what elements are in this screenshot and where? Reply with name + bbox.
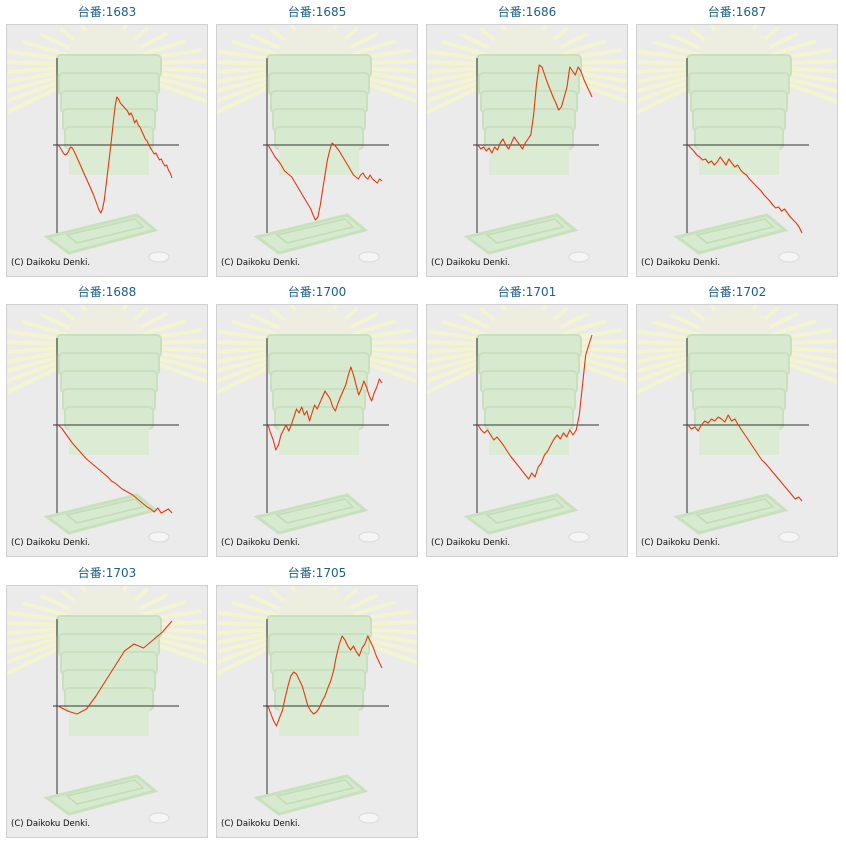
chart-panel: (C) Daikoku Denki. — [6, 24, 208, 277]
chart-cell: 台番:1700 (C) Daikoku Denki. — [216, 282, 418, 557]
chart-cell: 台番:1683 (C) Daikoku Denki. — [6, 2, 208, 277]
machine-title[interactable]: 台番:1700 — [287, 285, 347, 299]
chart-panel: (C) Daikoku Denki. — [6, 304, 208, 557]
copyright-text: (C) Daikoku Denki. — [221, 258, 301, 268]
series-line — [57, 424, 173, 514]
series-line — [267, 366, 383, 451]
chart-panel: (C) Daikoku Denki. — [636, 24, 838, 277]
copyright-text: (C) Daikoku Denki. — [11, 258, 91, 268]
chart-cell: 台番:1685 (C) Daikoku Denki. — [216, 2, 418, 277]
chart-cell: 台番:1702 (C) Daikoku Denki. — [636, 282, 838, 557]
machine-title[interactable]: 台番:1701 — [497, 285, 557, 299]
series-line — [267, 635, 383, 727]
chart-svg — [637, 305, 837, 543]
background-art — [217, 305, 417, 543]
machine-title[interactable]: 台番:1686 — [497, 5, 557, 19]
chart-panel: (C) Daikoku Denki. — [216, 585, 418, 838]
background-art — [7, 25, 207, 263]
copyright-text: (C) Daikoku Denki. — [221, 538, 301, 548]
series-line — [687, 144, 803, 234]
chart-panel: (C) Daikoku Denki. — [636, 304, 838, 557]
series-line — [477, 64, 593, 154]
copyright-text: (C) Daikoku Denki. — [431, 258, 511, 268]
chart-svg — [427, 305, 627, 543]
chart-panel: (C) Daikoku Denki. — [426, 304, 628, 557]
copyright-text: (C) Daikoku Denki. — [641, 258, 721, 268]
series-line — [477, 334, 593, 480]
copyright-text: (C) Daikoku Denki. — [641, 538, 721, 548]
background-art — [217, 25, 417, 263]
chart-cell: 台番:1703 (C) Daikoku Denki. — [6, 563, 208, 838]
background-art — [427, 305, 627, 543]
chart-svg — [7, 305, 207, 543]
chart-cell: 台番:1686 (C) Daikoku Denki. — [426, 2, 628, 277]
background-art — [637, 305, 837, 543]
series-line — [687, 414, 803, 502]
chart-svg — [217, 25, 417, 263]
chart-panel: (C) Daikoku Denki. — [426, 24, 628, 277]
chart-svg — [217, 586, 417, 824]
chart-panel: (C) Daikoku Denki. — [216, 24, 418, 277]
chart-cell: 台番:1701 (C) Daikoku Denki. — [426, 282, 628, 557]
chart-svg — [427, 25, 627, 263]
copyright-text: (C) Daikoku Denki. — [221, 819, 301, 829]
chart-panel: (C) Daikoku Denki. — [216, 304, 418, 557]
chart-cell: 台番:1705 (C) Daikoku Denki. — [216, 563, 418, 838]
background-art — [637, 25, 837, 263]
series-line — [57, 620, 173, 715]
machine-title[interactable]: 台番:1703 — [77, 566, 137, 580]
chart-panel: (C) Daikoku Denki. — [6, 585, 208, 838]
machine-title[interactable]: 台番:1687 — [707, 5, 767, 19]
chart-svg — [7, 586, 207, 824]
chart-svg — [217, 305, 417, 543]
copyright-text: (C) Daikoku Denki. — [11, 819, 91, 829]
background-art — [427, 25, 627, 263]
chart-svg — [637, 25, 837, 263]
machine-title[interactable]: 台番:1702 — [707, 285, 767, 299]
chart-cell: 台番:1688 (C) Daikoku Denki. — [6, 282, 208, 557]
machine-title[interactable]: 台番:1688 — [77, 285, 137, 299]
copyright-text: (C) Daikoku Denki. — [431, 538, 511, 548]
chart-cell: 台番:1687 (C) Daikoku Denki. — [636, 2, 838, 277]
machine-title[interactable]: 台番:1685 — [287, 5, 347, 19]
machine-title[interactable]: 台番:1705 — [287, 566, 347, 580]
series-line — [57, 96, 173, 214]
copyright-text: (C) Daikoku Denki. — [11, 538, 91, 548]
series-line — [267, 142, 383, 221]
chart-svg — [7, 25, 207, 263]
background-art — [7, 305, 207, 543]
machine-title[interactable]: 台番:1683 — [77, 5, 137, 19]
background-art — [217, 586, 417, 824]
background-art — [7, 586, 207, 824]
